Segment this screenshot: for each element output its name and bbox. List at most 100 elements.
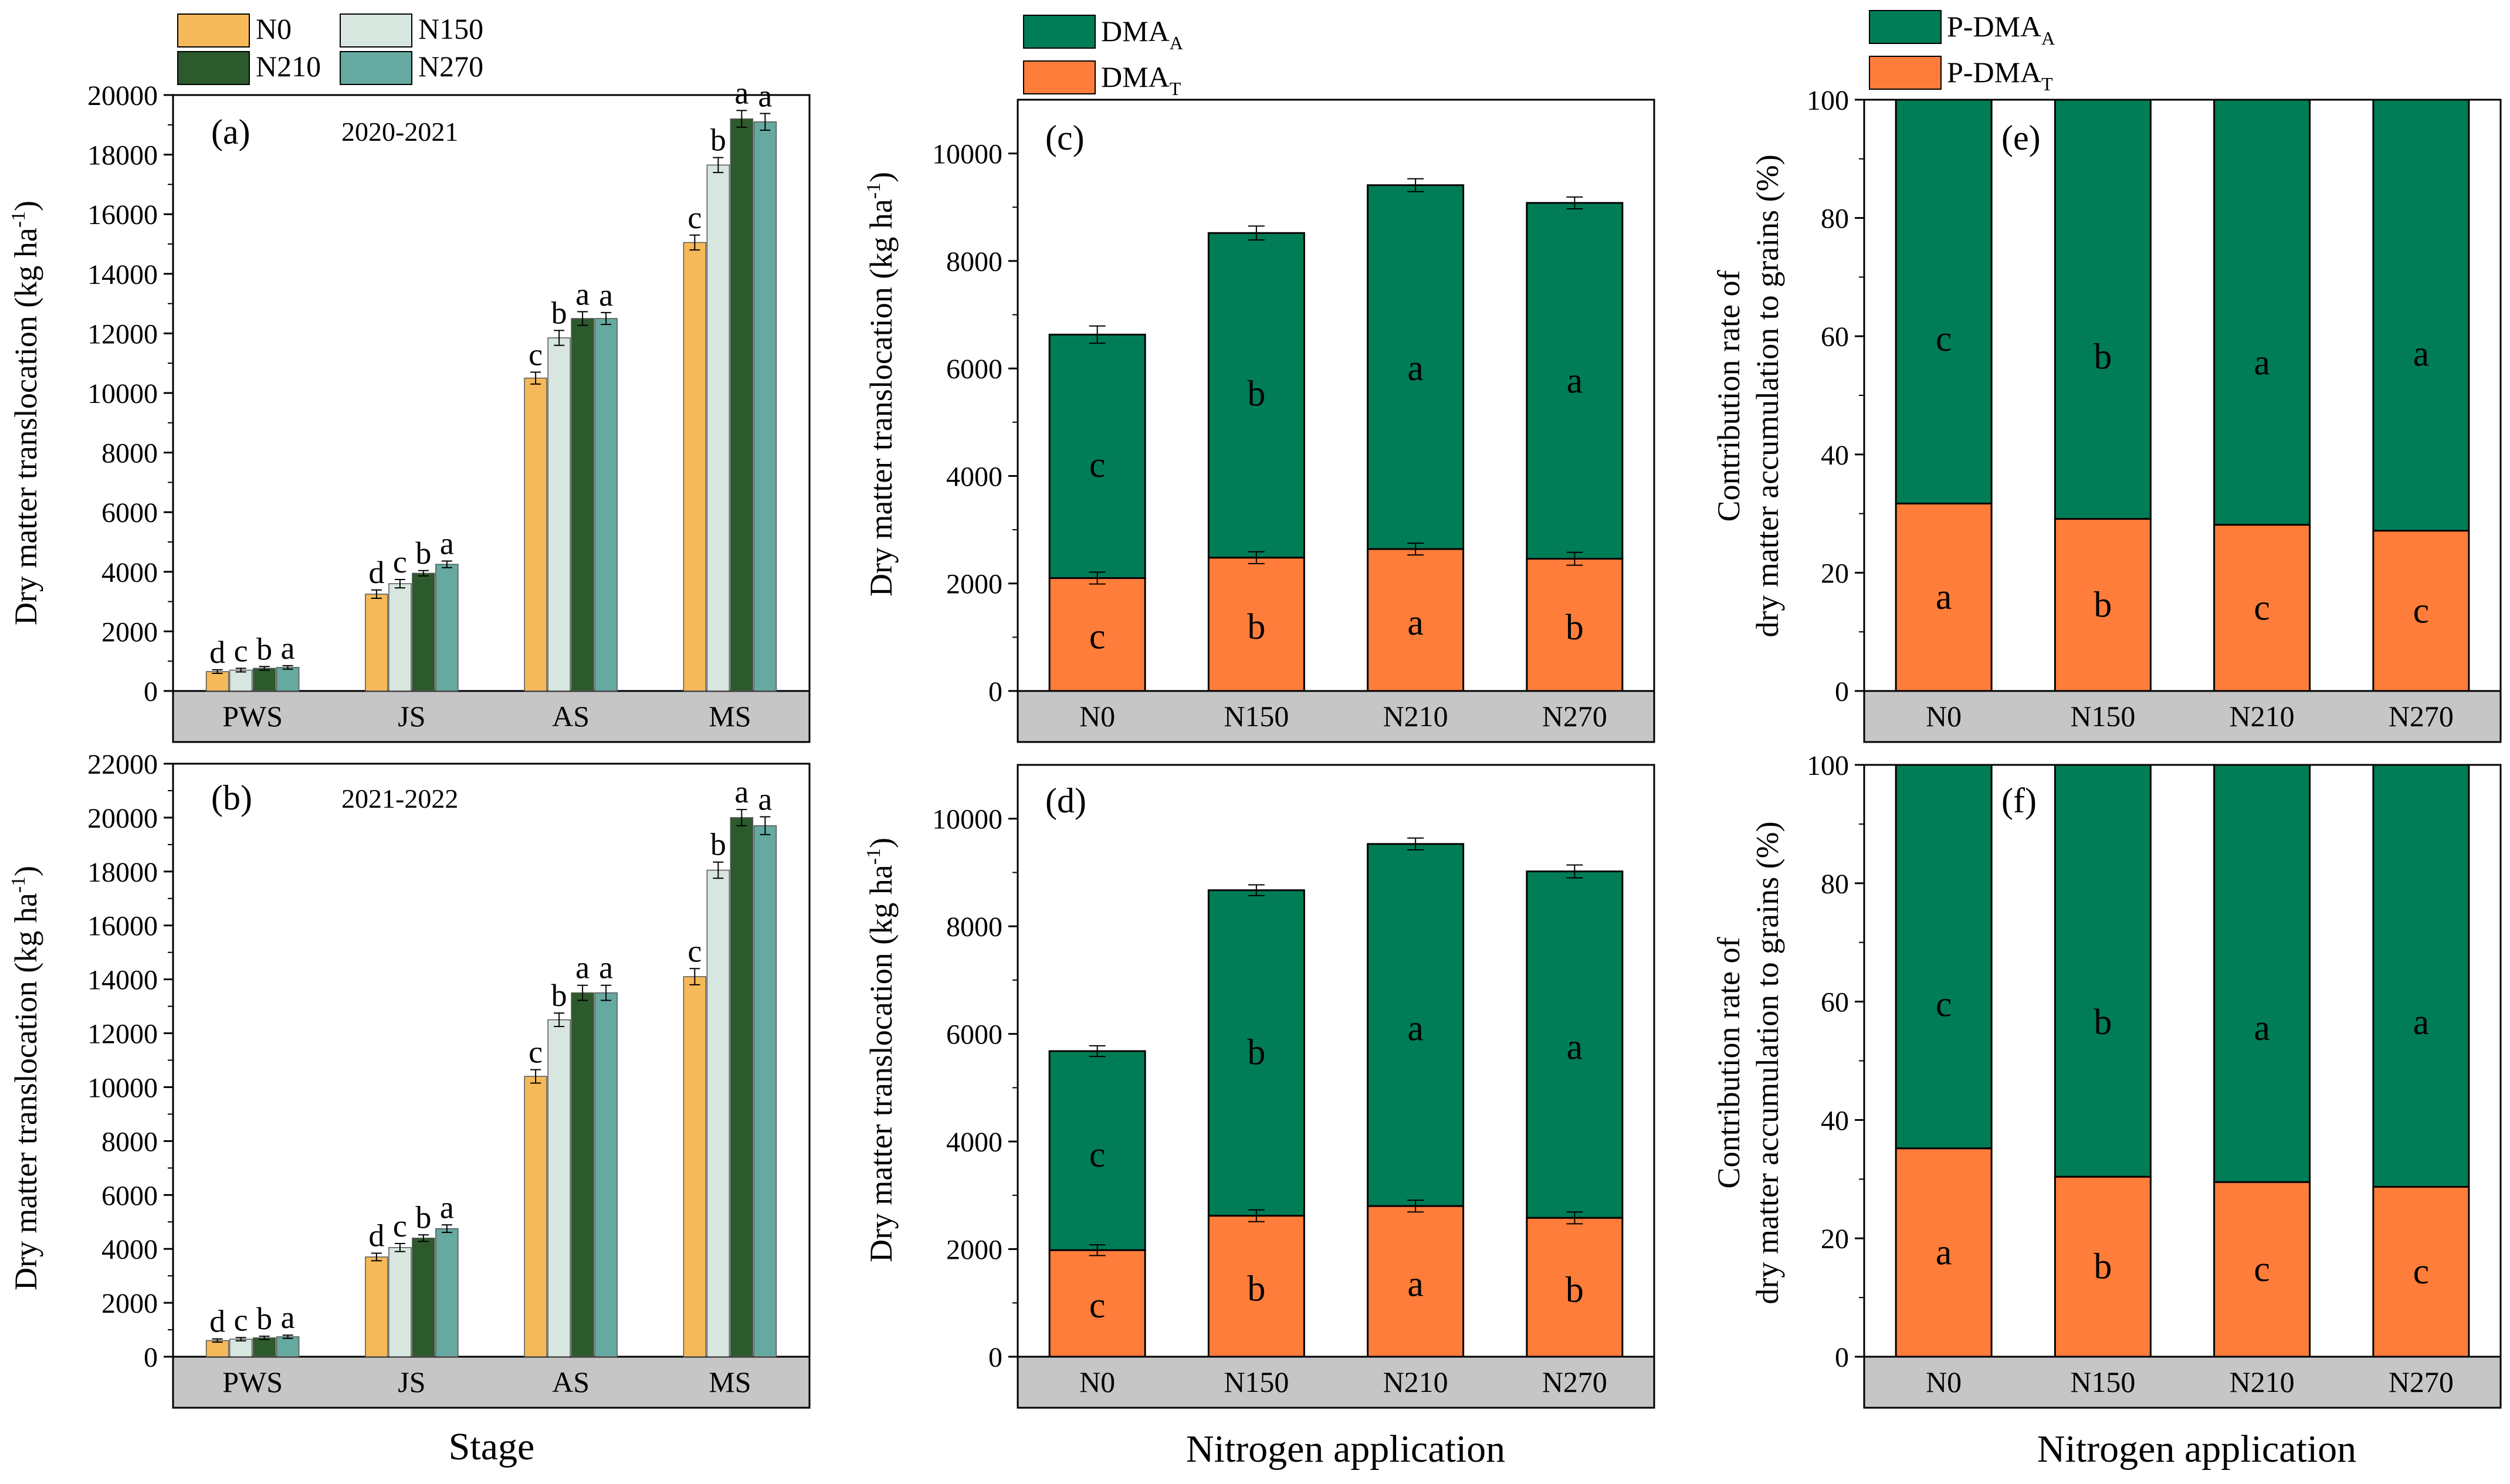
bar-segment-a (2054, 764, 2152, 1178)
significance-letter-a: c (1089, 445, 1106, 485)
bar-n210 (412, 572, 435, 692)
y-tick-label: 20 (1821, 1224, 1849, 1255)
significance-letter-a: a (2254, 343, 2270, 383)
significance-letter: c (234, 633, 248, 668)
y-tick-label: 0 (1835, 1342, 1849, 1373)
significance-letter: c (687, 933, 702, 968)
bar-n270 (435, 1228, 459, 1357)
y-tick-label: 100 (1807, 750, 1849, 781)
panel-c: 0 2000 4000 6000 8000 10000 (c) N0 c c N150 b b N210 a… (932, 99, 1655, 743)
bar-segment-t (2054, 1175, 2152, 1358)
y-tick-label: 2000 (946, 1235, 1002, 1266)
significance-letter-a: a (2254, 1008, 2270, 1048)
bar-n150 (388, 1247, 412, 1357)
y-tick-label: 10000 (932, 804, 1002, 835)
plot-frame (1863, 99, 2502, 743)
bar-n210 (252, 1337, 276, 1357)
x-category-label: N150 (2070, 1366, 2135, 1398)
x-category-label: MS (709, 1366, 751, 1398)
bar-n210 (730, 118, 754, 692)
bar-n150 (547, 1019, 571, 1357)
y-tick-label: 12000 (87, 1019, 158, 1050)
category-strip (1864, 1357, 2501, 1408)
y-tick-label: 10000 (87, 1072, 158, 1103)
bar-segment-t (1367, 1205, 1465, 1358)
significance-letter-a: b (1247, 374, 1265, 414)
bar-segment-a (2372, 764, 2470, 1188)
significance-letter: a (440, 1190, 454, 1225)
bar-segment-t (2213, 1181, 2311, 1358)
legend-swatch-n150 (340, 13, 412, 48)
significance-letter-t: b (1247, 1269, 1265, 1309)
panel-label: (b) (211, 778, 252, 817)
significance-letter: c (234, 1302, 248, 1337)
significance-letter: b (710, 827, 726, 862)
legend-swatch-dma-a (1023, 15, 1096, 49)
y-tick-label: 14000 (87, 965, 158, 996)
y-tick-label: 18000 (87, 857, 158, 888)
y-axis-label-e: Contribution rate of dry matter accumulat… (1711, 154, 1785, 637)
x-category-label: MS (709, 700, 751, 733)
category-strip (173, 1357, 809, 1408)
y-tick-label: 16000 (87, 199, 158, 231)
bar-n270 (435, 564, 459, 692)
y-tick-label: 0 (988, 676, 1002, 707)
significance-letter-a: c (1936, 985, 1952, 1025)
bar-n270 (594, 318, 618, 692)
bar-segment-a (1526, 870, 1624, 1219)
significance-letter-t: b (1566, 608, 1584, 648)
significance-letter: c (529, 1035, 543, 1070)
bar-n0 (365, 1256, 388, 1357)
x-category-label: N0 (1079, 1366, 1115, 1398)
y-tick-label: 40 (1821, 1105, 1849, 1136)
bar-segment-a (2213, 99, 2311, 526)
panel-label: (e) (2001, 118, 2041, 157)
significance-letter-t: c (1089, 1286, 1106, 1326)
bar-n210 (571, 318, 594, 692)
significance-letter-t: b (1247, 607, 1265, 647)
bar-n210 (571, 992, 594, 1357)
bar-segment-t (1895, 502, 1993, 692)
x-category-label: N0 (1079, 700, 1115, 733)
chart-panels: 0200040006000800010000120001400016000180… (87, 75, 2502, 1409)
y-tick-label: 6000 (946, 354, 1002, 385)
x-category-label: N270 (1542, 700, 1607, 733)
bar-segment-a (2372, 99, 2470, 532)
plot-frame (172, 94, 811, 743)
y-tick-label: 20000 (87, 80, 158, 111)
y-axis-label-b: Dry matter translocation (kg ha-1) (8, 866, 43, 1290)
significance-letter: b (256, 631, 272, 666)
bar-segment-t (1895, 1147, 1993, 1358)
bar-n270 (276, 667, 300, 692)
legend-label-n270: N270 (418, 50, 483, 83)
significance-letter: a (599, 277, 613, 313)
significance-letter: a (440, 526, 454, 561)
panel-e: 0 20 40 60 80 100 (e) N0 a c N150 b b N210 c a N270 c a (1807, 85, 2502, 743)
y-tick-label: 60 (1821, 987, 1849, 1018)
year-label: 2020-2021 (341, 117, 458, 147)
significance-letter: a (599, 950, 613, 985)
significance-letter: a (734, 774, 748, 809)
y-tick-label: 6000 (101, 1180, 158, 1211)
bar-n270 (276, 1336, 300, 1357)
legend-swatch-n210 (177, 51, 250, 85)
x-category-label: AS (552, 1366, 590, 1398)
significance-letter-t: c (2254, 1249, 2270, 1289)
significance-letter-t: a (1936, 1232, 1952, 1272)
significance-letter-t: a (1936, 577, 1952, 617)
significance-letter: a (575, 950, 590, 985)
x-category-label: N150 (1224, 700, 1289, 733)
significance-letter: c (393, 1208, 407, 1244)
significance-letter: a (758, 782, 772, 817)
x-axis-label-nitrogen-ef: Nitrogen application (2037, 1428, 2356, 1471)
y-tick-label: 22000 (87, 749, 158, 780)
bar-n270 (594, 992, 618, 1357)
y-tick-label: 4000 (946, 461, 1002, 492)
significance-letter-t: c (2413, 1252, 2430, 1292)
y-tick-label: 80 (1821, 204, 1849, 235)
significance-letter: c (393, 544, 407, 580)
bar-n150 (388, 583, 412, 692)
significance-letter: b (710, 123, 726, 158)
y-tick-label: 100 (1807, 85, 1849, 116)
significance-letter: d (368, 1218, 384, 1253)
